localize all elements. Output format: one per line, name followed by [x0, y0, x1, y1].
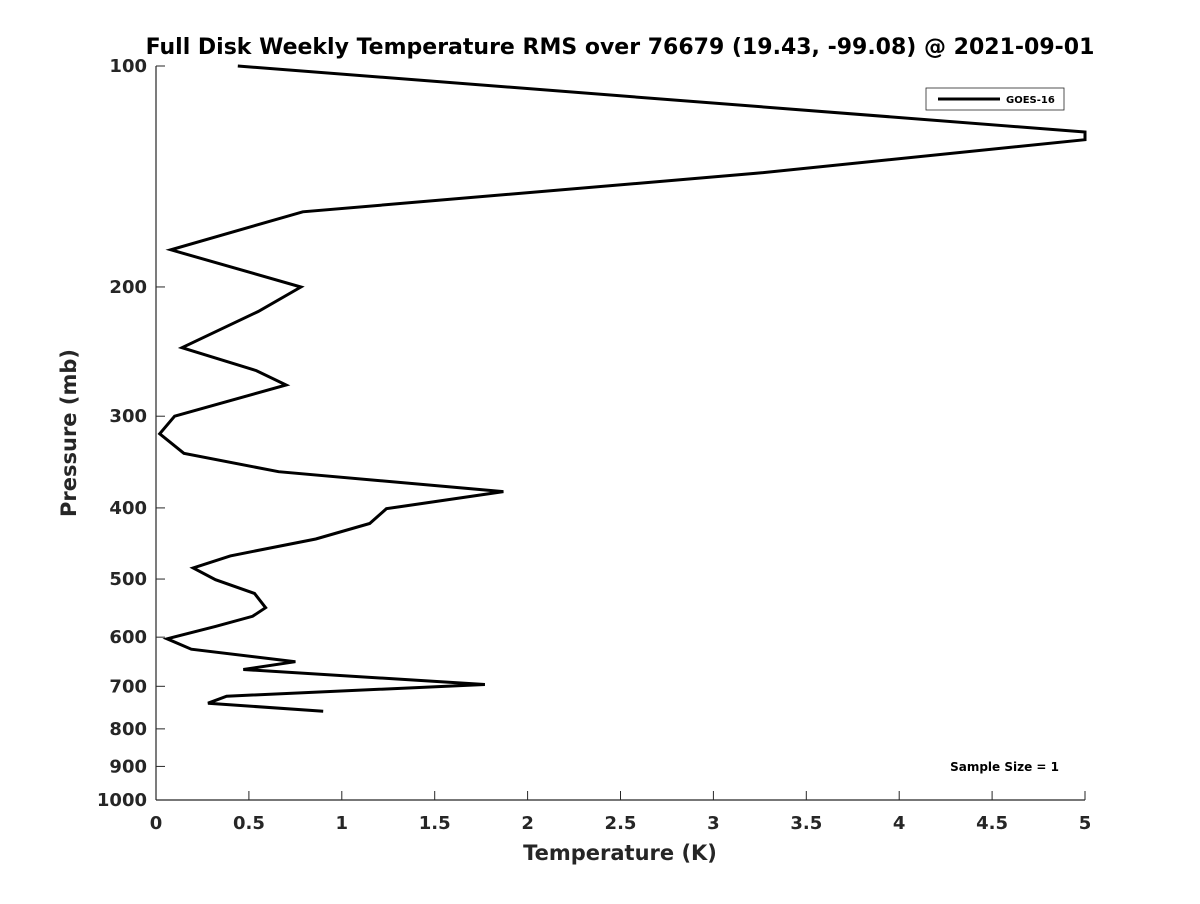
- legend-label-goes-16: GOES-16: [1006, 95, 1055, 106]
- x-tick-label: 2.5: [605, 813, 637, 834]
- series-line-goes-16: [157, 64, 1087, 713]
- sample-size-annotation: Sample Size = 1: [950, 760, 1059, 774]
- y-tick-label: 300: [109, 406, 147, 427]
- x-tick-label: 5: [1079, 813, 1092, 834]
- y-axis-label: Pressure (mb): [57, 349, 81, 517]
- x-tick-label: 3.5: [790, 813, 822, 834]
- x-tick-label: 1: [336, 813, 349, 834]
- x-tick-label: 4.5: [976, 813, 1008, 834]
- legend: GOES-16: [925, 87, 1065, 111]
- x-tick-label: 0.5: [233, 813, 265, 834]
- plot-area: 0 0.5 1 1.5 2 2.5 3 3.5 4 4.5 5 100 200 300 400 500 600…: [97, 56, 1091, 834]
- y-tick-label: 400: [109, 498, 147, 519]
- x-tick-label: 0: [150, 813, 163, 834]
- y-tick-label: 500: [109, 569, 147, 590]
- y-tick-label: 600: [109, 627, 147, 648]
- x-tick-label: 4: [893, 813, 906, 834]
- y-tick-label: 900: [109, 756, 147, 777]
- x-tick-label: 3: [707, 813, 720, 834]
- x-tick-label: 1.5: [419, 813, 451, 834]
- series-group: [157, 64, 1087, 713]
- y-axis-ticks: 100 200 300 400 500 600 700 800 900 1000: [97, 56, 165, 811]
- y-tick-label: 200: [109, 277, 147, 298]
- y-tick-label: 1000: [97, 790, 147, 811]
- x-axis-label: Temperature (K): [523, 841, 717, 865]
- y-tick-label: 800: [109, 719, 147, 740]
- y-tick-label: 100: [109, 56, 147, 77]
- x-axis-ticks: 0 0.5 1 1.5 2 2.5 3 3.5 4 4.5 5: [150, 791, 1092, 834]
- x-tick-label: 2: [521, 813, 534, 834]
- y-tick-label: 700: [109, 676, 147, 697]
- chart-title: Full Disk Weekly Temperature RMS over 76…: [146, 35, 1095, 60]
